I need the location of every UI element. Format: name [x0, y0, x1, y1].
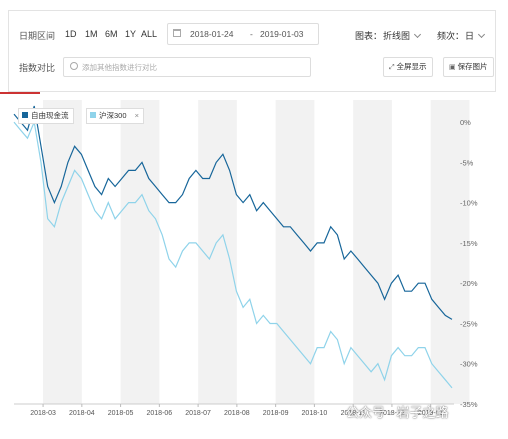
x-tick-label: 2018-08 — [224, 410, 250, 417]
expand-icon: ⤢ — [389, 64, 397, 71]
save-icon: ▣ — [449, 64, 458, 71]
chevron-down-icon — [413, 30, 422, 39]
x-tick-label: 2018-11 — [341, 410, 366, 417]
frequency-select[interactable]: 日 — [465, 29, 486, 42]
save-label: 保存图片 — [457, 62, 488, 71]
series-line-1 — [13, 105, 453, 320]
legend-swatch-2 — [90, 112, 96, 118]
date-range-picker[interactable]: 2018-01-24 - 2019-01-03 — [167, 23, 319, 45]
range-all-button[interactable]: ALL — [141, 29, 158, 39]
range-1m-button[interactable]: 1M — [85, 29, 98, 39]
chart-type-value: 折线图 — [383, 31, 411, 41]
legend-series-2[interactable]: 沪深300 × — [86, 108, 144, 124]
month-band — [120, 100, 160, 404]
fullscreen-label: 全屏显示 — [396, 62, 427, 71]
y-tick-label: -25% — [460, 319, 478, 328]
y-tick-label: -35% — [460, 400, 478, 409]
month-band — [353, 100, 392, 404]
x-tick-label: 2018-12 — [379, 410, 405, 417]
frequency-label: 频次： — [437, 31, 465, 41]
x-tick-label: 2018-09 — [263, 410, 289, 417]
chevron-down-icon — [477, 30, 486, 39]
date-range-row: 日期区间 1D 1M 6M 1Y ALL 2018-01-24 - 2019-0… — [9, 11, 495, 51]
range-1y-button[interactable]: 1Y — [125, 29, 137, 39]
index-compare-row: 指数对比 添加其他指数进行对比 ⤢ 全屏显示 ▣ 保存图片 — [9, 57, 495, 85]
watermark: 公众号 · 岩子之路 — [346, 405, 449, 420]
series-line-2 — [13, 119, 453, 389]
month-band — [198, 100, 237, 404]
chart-container: 0% -5% -10% -15% -20% -25% -30% -35% 2018-03 2018… — [8, 100, 502, 434]
x-tick-label: 2018-05 — [108, 410, 134, 417]
index-search-input[interactable]: 添加其他指数进行对比 — [63, 57, 311, 77]
range-1d-button[interactable]: 1D — [65, 29, 77, 39]
x-tick-label: 2019-01 — [418, 410, 444, 417]
index-compare-label: 指数对比 — [19, 63, 56, 73]
y-tick-label: -20% — [460, 279, 478, 288]
y-tick-label: -15% — [460, 239, 478, 248]
calendar-icon — [173, 29, 181, 37]
chart-type-label: 图表： — [355, 31, 383, 41]
legend-swatch-1 — [22, 112, 28, 118]
x-tick-label: 2018-06 — [147, 410, 173, 417]
search-icon — [70, 62, 78, 70]
fullscreen-button[interactable]: ⤢ 全屏显示 — [383, 57, 433, 77]
active-tab-indicator — [0, 92, 40, 94]
end-date[interactable]: 2019-01-03 — [260, 29, 304, 39]
search-placeholder: 添加其他指数进行对比 — [82, 63, 157, 72]
start-date[interactable]: 2018-01-24 — [190, 29, 234, 39]
legend-label-2: 沪深300 — [99, 111, 127, 120]
x-tick-label: 2018-10 — [302, 410, 328, 417]
x-tick-label: 2018-04 — [69, 410, 95, 417]
month-band — [43, 100, 82, 404]
range-6m-button[interactable]: 6M — [105, 29, 118, 39]
save-image-button[interactable]: ▣ 保存图片 — [443, 57, 494, 77]
close-icon[interactable]: × — [134, 111, 139, 120]
date-separator: - — [250, 29, 253, 39]
date-range-label: 日期区间 — [19, 31, 56, 41]
chart-type-select[interactable]: 折线图 — [383, 29, 422, 42]
month-band — [430, 100, 470, 404]
y-tick-label: -30% — [460, 360, 478, 369]
y-tick-label: -5% — [460, 158, 474, 167]
frequency-value: 日 — [465, 31, 475, 41]
y-tick-label: -10% — [460, 199, 478, 208]
x-tick-label: 2018-03 — [30, 410, 56, 417]
month-band — [275, 100, 315, 404]
y-tick-label: 0% — [460, 118, 471, 127]
line-chart: 0% -5% -10% -15% -20% -25% -30% -35% 2018-03 2018… — [13, 100, 478, 417]
x-tick-label: 2018-07 — [185, 410, 211, 417]
control-panel: 日期区间 1D 1M 6M 1Y ALL 2018-01-24 - 2019-0… — [8, 10, 496, 92]
legend-label-1: 自由现金流 — [31, 111, 69, 120]
legend-series-1[interactable]: 自由现金流 — [18, 108, 74, 124]
